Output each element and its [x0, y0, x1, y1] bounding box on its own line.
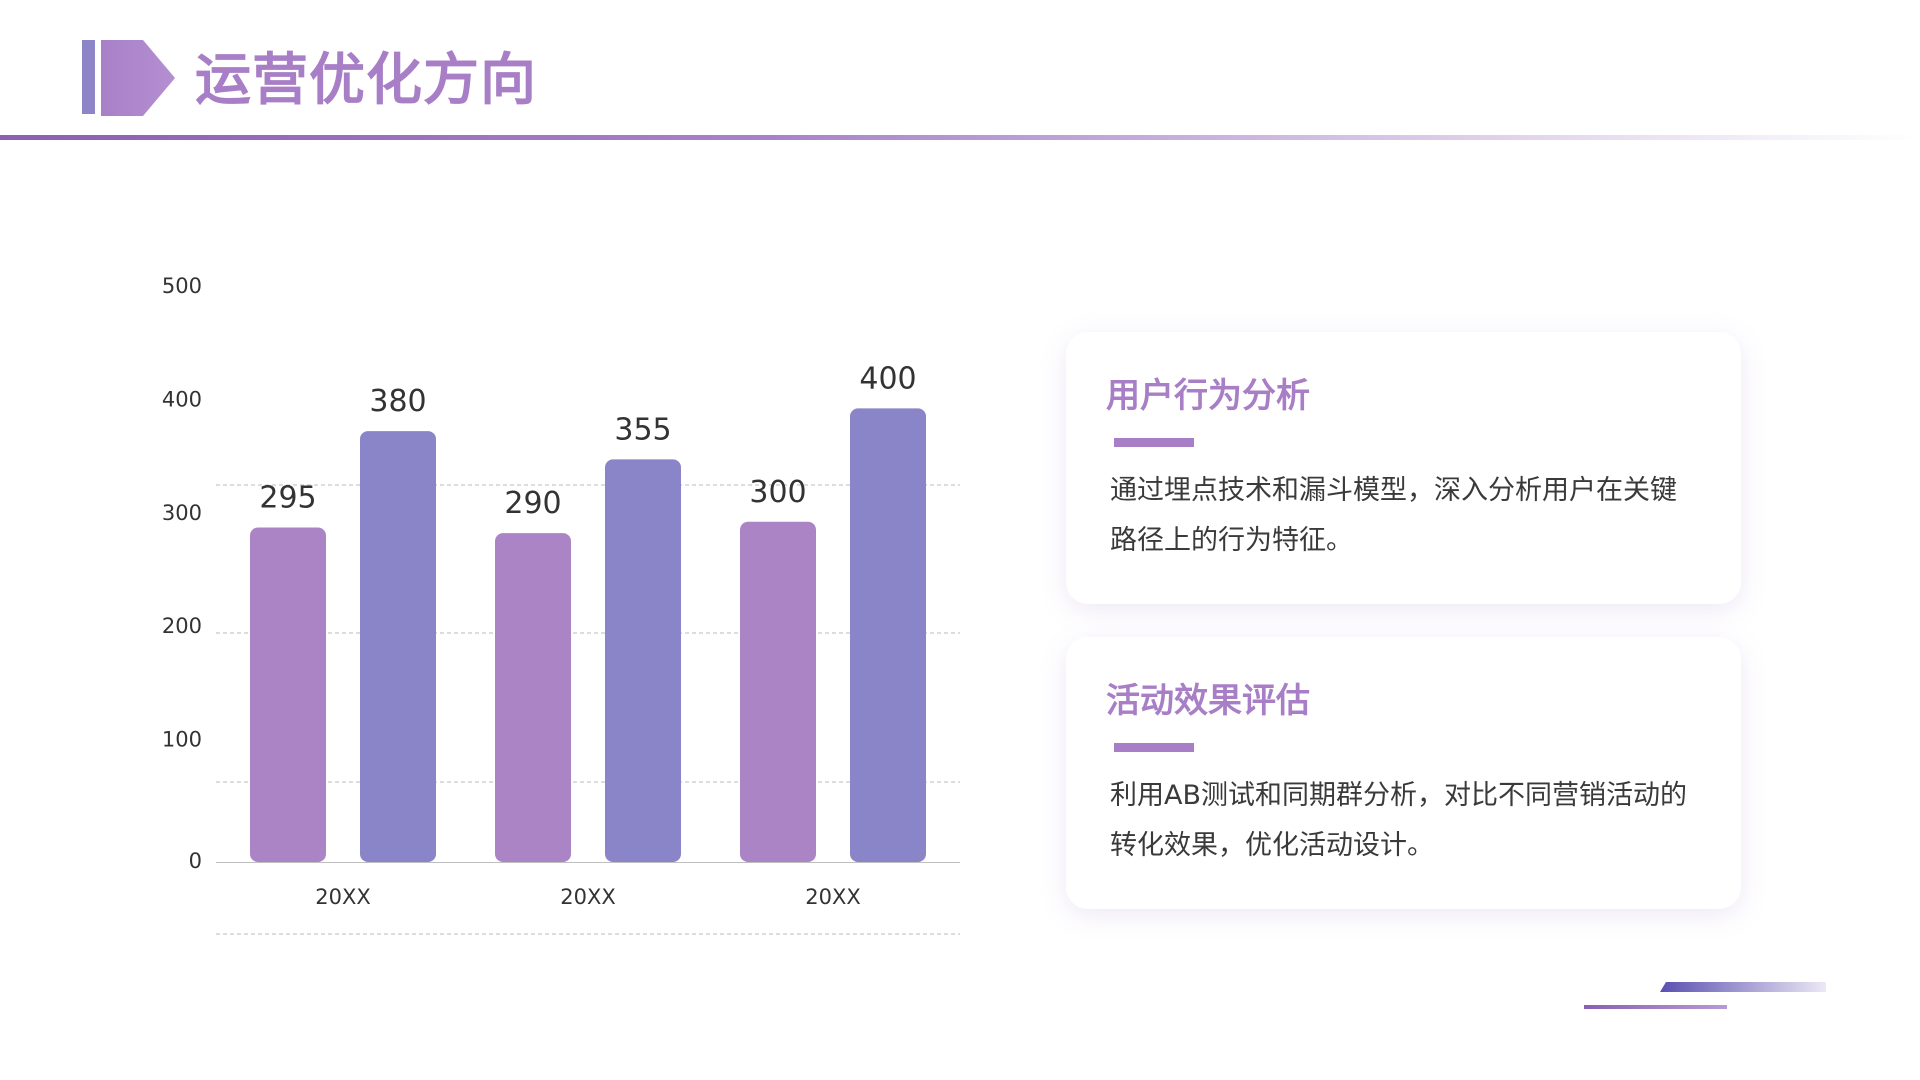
- card-campaign-evaluation: 活动效果评估 利用AB测试和同期群分析，对比不同营销活动的转化效果，优化活动设计…: [1066, 637, 1741, 909]
- x-tick-label: 20XX: [315, 885, 371, 909]
- y-tick-label: 500: [162, 274, 202, 298]
- page-title: 运营优化方向: [195, 48, 537, 113]
- x-tick-label: 20XX: [560, 885, 616, 909]
- title-decoration-bar: [82, 40, 95, 114]
- y-tick-label: 200: [162, 614, 202, 638]
- y-tick-label: 300: [162, 501, 202, 525]
- bar: [740, 521, 816, 862]
- data-label: 400: [859, 361, 916, 396]
- y-tick-label: 0: [189, 849, 202, 873]
- data-label: 295: [259, 480, 316, 515]
- title-arrow-icon: [101, 40, 175, 116]
- corner-decoration-line: [1584, 1005, 1727, 1009]
- corner-decoration: [1660, 982, 1826, 992]
- y-tick-label: 100: [162, 728, 202, 752]
- card-underline: [1114, 743, 1194, 752]
- card-user-behavior: 用户行为分析 通过埋点技术和漏斗模型，深入分析用户在关键路径上的行为特征。: [1066, 332, 1741, 604]
- card-body: 通过埋点技术和漏斗模型，深入分析用户在关键路径上的行为特征。: [1110, 475, 1677, 556]
- y-tick-label: 400: [162, 387, 202, 411]
- bar: [495, 533, 571, 862]
- title-divider: [0, 135, 1920, 140]
- data-label: 355: [614, 412, 671, 447]
- data-label: 290: [504, 486, 561, 521]
- bar: [850, 408, 926, 862]
- bar: [605, 459, 681, 862]
- card-title: 活动效果评估: [1106, 681, 1310, 721]
- data-label: 380: [369, 384, 426, 419]
- bar: [250, 527, 326, 862]
- card-title: 用户行为分析: [1106, 376, 1310, 416]
- card-underline: [1114, 438, 1194, 447]
- card-body: 利用AB测试和同期群分析，对比不同营销活动的转化效果，优化活动设计。: [1110, 780, 1687, 861]
- bar-chart: 0 100 200 300 400 500 295 380 20XX 290 355 20XX 300 4…: [162, 274, 960, 935]
- bar: [360, 431, 436, 862]
- x-tick-label: 20XX: [805, 885, 861, 909]
- data-label: 300: [749, 475, 806, 510]
